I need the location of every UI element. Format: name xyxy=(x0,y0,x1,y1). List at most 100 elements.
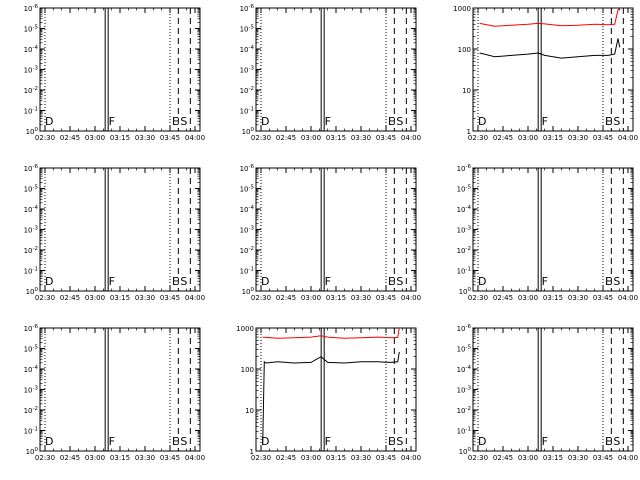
marker-label-D: D xyxy=(45,275,53,288)
marker-label-E: E xyxy=(172,275,179,288)
x-tick-label: 03:30 xyxy=(135,454,155,462)
y-tick-label: 100 xyxy=(26,287,39,296)
x-tick-label: 03:30 xyxy=(135,294,155,302)
x-tick-label: 03:30 xyxy=(568,134,588,142)
y-tick-label: 10-3 xyxy=(240,66,255,75)
y-tick-label: 10-6 xyxy=(240,4,255,13)
plot-frame xyxy=(255,167,417,292)
x-tick-label: 02:30 xyxy=(251,134,271,142)
x-tick-label: 03:45 xyxy=(376,134,396,142)
x-tick-label: 03:45 xyxy=(160,294,180,302)
x-tick-label: 03:30 xyxy=(351,294,371,302)
marker-label-F: F xyxy=(542,115,548,128)
y-tick-label: 10-4 xyxy=(24,45,39,54)
y-tick-label: 10-1 xyxy=(240,267,254,276)
y-tick-label: 10-2 xyxy=(240,86,254,95)
x-tick-label: 03:00 xyxy=(85,294,105,302)
x-tick-label: 02:45 xyxy=(276,454,296,462)
y-tick-label: 10-4 xyxy=(24,365,39,374)
y-tick-label: 10-6 xyxy=(24,4,39,13)
y-tick-label: 10-5 xyxy=(240,25,255,34)
x-tick-label: 03:45 xyxy=(160,454,180,462)
x-tick-label: 03:45 xyxy=(160,134,180,142)
x-tick-label: 03:15 xyxy=(110,134,130,142)
y-tick-label: 10-4 xyxy=(240,205,255,214)
y-tick-label: 100 xyxy=(242,127,255,136)
x-tick-label: 02:45 xyxy=(276,134,296,142)
panel-7f: 100 10-1 10-2 10-3 10-4 10-5 10-6 02:30 02:45 03:… xyxy=(24,324,206,462)
y-tick-label: 10-5 xyxy=(24,345,39,354)
x-tick-label: 03:15 xyxy=(110,294,130,302)
y-tick-label: 100 xyxy=(241,366,254,374)
y-tick-label: 10-6 xyxy=(24,164,39,173)
series-line-lld xyxy=(479,7,621,27)
y-tick-label: 10-4 xyxy=(24,205,39,214)
x-tick-label: 02:45 xyxy=(493,294,513,302)
x-tick-label: 03:30 xyxy=(568,294,588,302)
y-tick-label: 1 xyxy=(467,128,471,136)
y-tick-label: 10 xyxy=(245,407,254,415)
marker-label-S: S xyxy=(180,435,187,448)
panel-5f: 100 10-1 10-2 10-3 10-4 10-5 10-6 02:30 02:45 03:… xyxy=(240,164,422,302)
x-tick-label: 02:30 xyxy=(35,454,55,462)
panel-9f: 100 10-1 10-2 10-3 10-4 10-5 10-6 02:30 02:45 03:… xyxy=(457,324,639,462)
x-tick-label: 03:15 xyxy=(326,294,346,302)
marker-label-D: D xyxy=(261,115,269,128)
y-tick-label: 10-6 xyxy=(457,164,472,173)
x-tick-label: 03:00 xyxy=(518,294,538,302)
y-tick-label: 10-6 xyxy=(240,164,255,173)
x-tick-label: 02:45 xyxy=(60,454,80,462)
y-tick-label: 10-5 xyxy=(240,185,255,194)
marker-label-E: E xyxy=(388,115,395,128)
x-tick-label: 03:30 xyxy=(135,134,155,142)
x-tick-label: 03:00 xyxy=(301,454,321,462)
y-tick-label: 10-2 xyxy=(457,246,471,255)
x-tick-label: 04:00 xyxy=(185,134,205,142)
plot-frame xyxy=(39,327,201,452)
x-tick-label: 03:00 xyxy=(518,454,538,462)
marker-label-S: S xyxy=(396,115,403,128)
panel-2f: 100 10-1 10-2 10-3 10-4 10-5 10-6 02:30 02:45 03:… xyxy=(240,4,422,142)
x-tick-label: 03:00 xyxy=(301,294,321,302)
marker-label-D: D xyxy=(478,275,486,288)
x-tick-label: 03:30 xyxy=(568,454,588,462)
panel-1f: 100 10-1 10-2 10-3 10-4 10-5 10-6 02:30 02:45 03:… xyxy=(24,4,206,142)
marker-label-S: S xyxy=(613,115,620,128)
y-tick-label: 10-1 xyxy=(24,427,38,436)
y-tick-label: 10-4 xyxy=(457,205,472,214)
y-tick-label: 10-1 xyxy=(24,267,38,276)
marker-label-E: E xyxy=(605,115,612,128)
y-tick-label: 10-2 xyxy=(24,246,38,255)
x-tick-label: 04:00 xyxy=(618,294,638,302)
y-tick-label: 1000 xyxy=(453,5,471,13)
y-tick-label: 10-6 xyxy=(24,324,39,333)
x-tick-label: 02:30 xyxy=(468,134,488,142)
marker-label-F: F xyxy=(542,275,548,288)
x-tick-label: 03:00 xyxy=(85,134,105,142)
x-tick-label: 03:45 xyxy=(376,294,396,302)
x-tick-label: 02:30 xyxy=(251,454,271,462)
y-tick-label: 10-2 xyxy=(240,246,254,255)
marker-label-F: F xyxy=(325,275,331,288)
y-tick-label: 10-1 xyxy=(457,427,471,436)
plot-frame xyxy=(255,7,417,132)
x-tick-label: 02:45 xyxy=(276,294,296,302)
y-tick-label: 10-6 xyxy=(457,324,472,333)
x-tick-label: 03:00 xyxy=(85,454,105,462)
marker-label-E: E xyxy=(605,435,612,448)
y-tick-label: 10-1 xyxy=(240,107,254,116)
x-tick-label: 03:00 xyxy=(301,134,321,142)
x-tick-label: 03:30 xyxy=(351,454,371,462)
x-tick-label: 03:15 xyxy=(543,294,563,302)
y-tick-label: 100 xyxy=(459,447,472,456)
series-line-events xyxy=(479,38,621,59)
x-tick-label: 04:00 xyxy=(185,294,205,302)
panel-8f: 1 10 100 1000 02:30 02:45 03:00 03:15 03:30 03:45… xyxy=(236,325,421,462)
marker-label-E: E xyxy=(172,435,179,448)
marker-label-F: F xyxy=(109,275,115,288)
x-tick-label: 02:45 xyxy=(493,134,513,142)
marker-label-D: D xyxy=(261,435,269,448)
y-tick-label: 1 xyxy=(250,448,254,456)
y-tick-label: 100 xyxy=(242,287,255,296)
y-tick-label: 10-4 xyxy=(457,365,472,374)
